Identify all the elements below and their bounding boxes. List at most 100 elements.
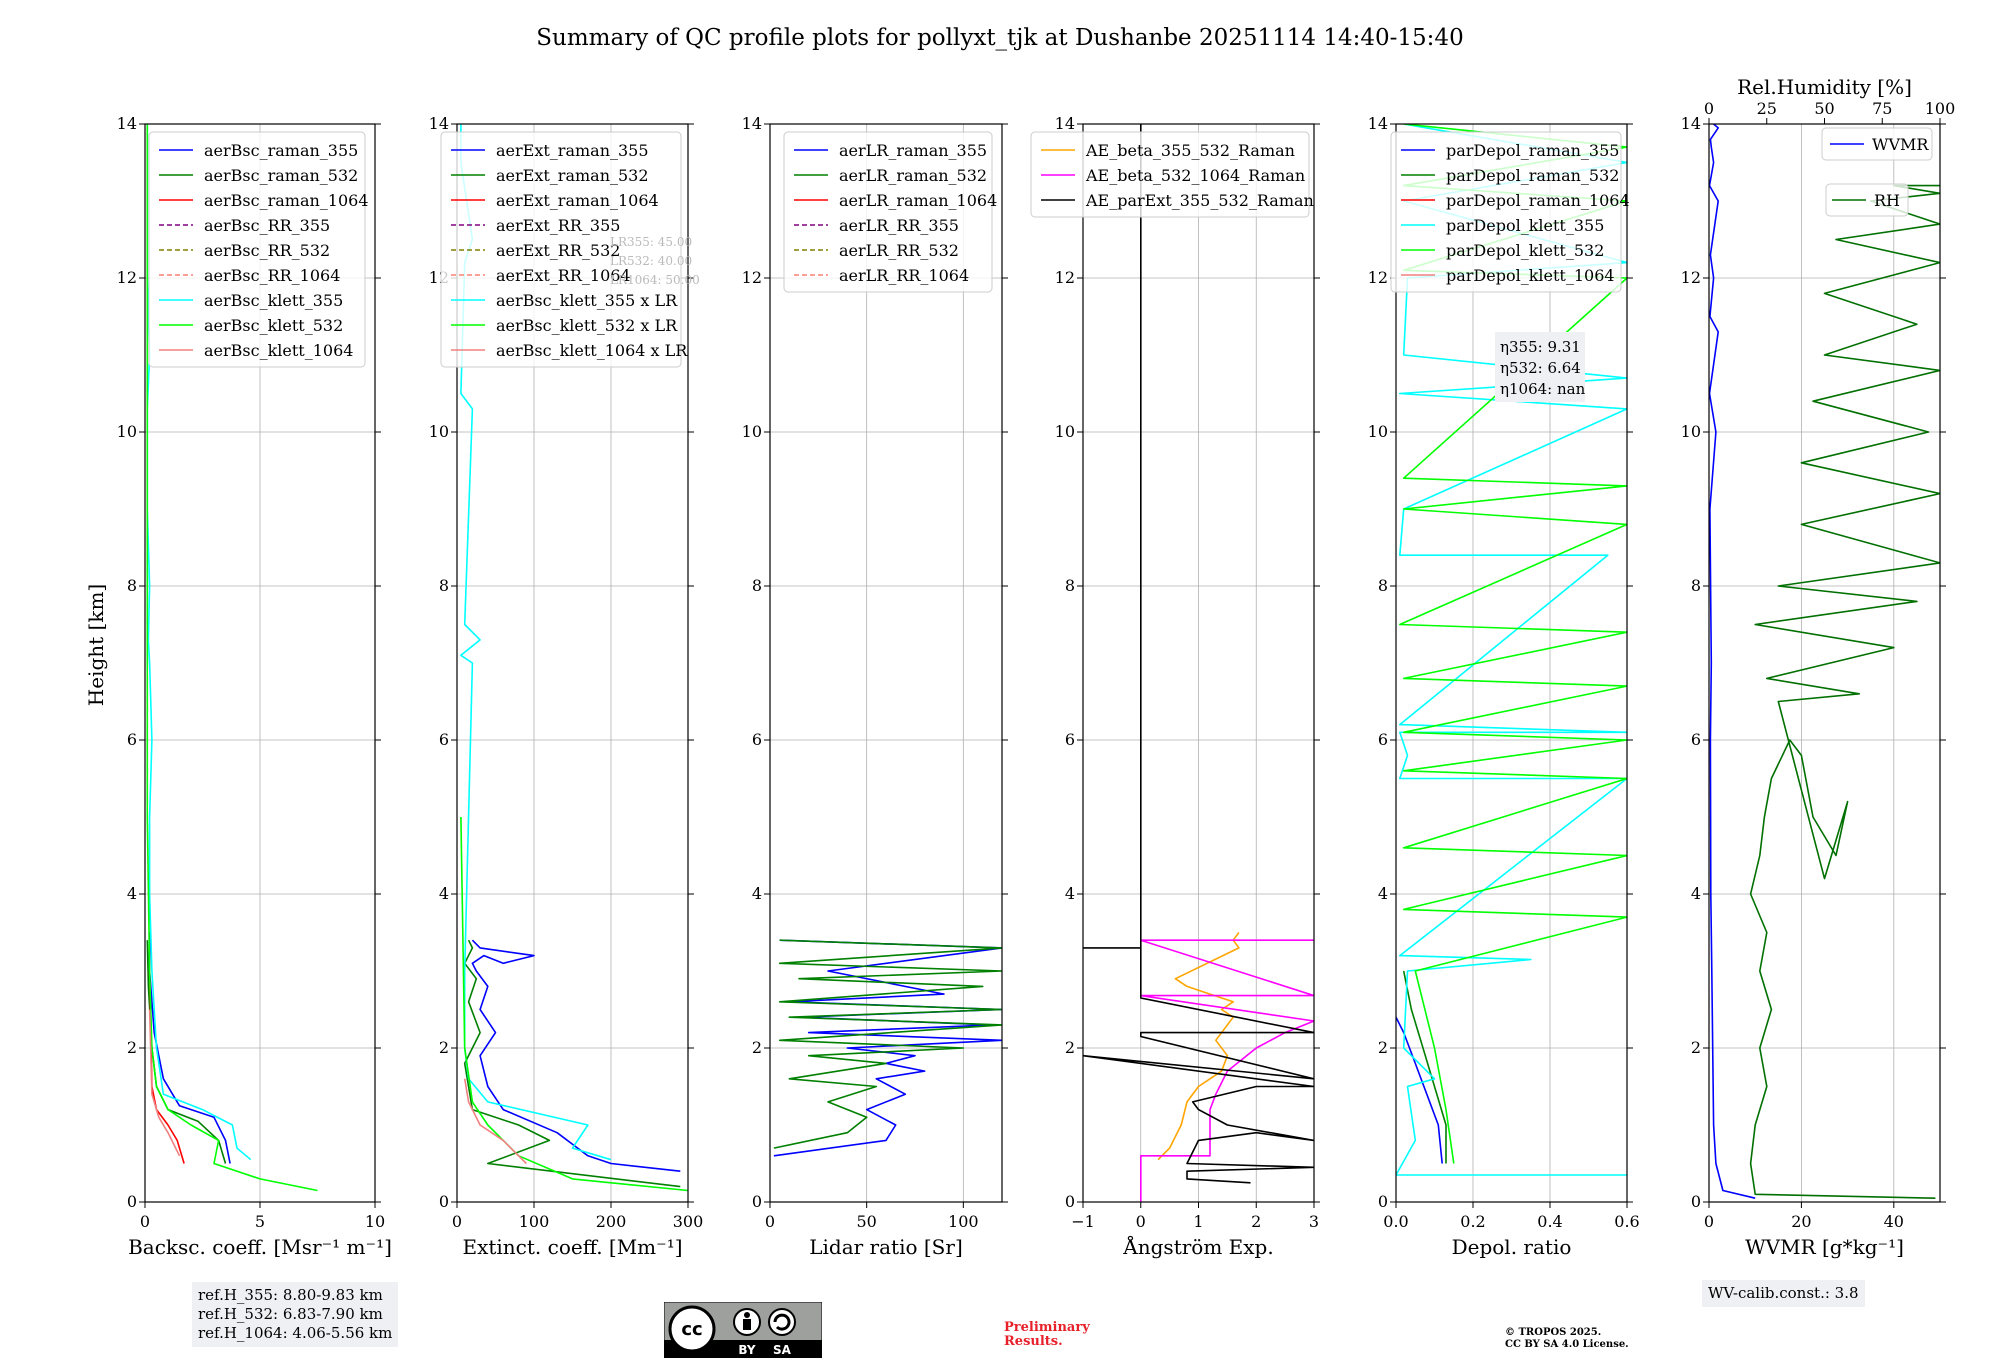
- x-tick-label: 0: [1704, 1212, 1714, 1231]
- axes-frame: [1395, 123, 1628, 1203]
- top-x-tick-label: 100: [1925, 99, 1956, 118]
- y-tick-label: 14: [429, 114, 449, 133]
- y-tick-label: 8: [1691, 576, 1701, 595]
- x-tick-label: 300: [673, 1212, 704, 1231]
- y-tick-label: 6: [752, 730, 762, 749]
- legend-box: [1825, 183, 1909, 217]
- series-line-aerBsc_klett_532 x LR: [460, 816, 688, 1192]
- y-tick-label: 14: [1055, 114, 1075, 133]
- legend-label: aerBsc_RR_355: [204, 216, 330, 235]
- y-tick-label: 10: [117, 422, 137, 441]
- x-tick-label: −1: [1071, 1212, 1095, 1231]
- cc-license-badge: cc BY SA: [664, 1302, 822, 1358]
- series-line-aerExt_raman_355: [471, 939, 681, 1172]
- y-tick-label: 10: [742, 422, 762, 441]
- y-tick-label: 2: [1065, 1038, 1075, 1057]
- y-tick-label: 8: [752, 576, 762, 595]
- cc-icon: [668, 1305, 716, 1353]
- y-tick-label: 2: [1378, 1038, 1388, 1057]
- sa-icon: [768, 1308, 796, 1336]
- svg-text:SA: SA: [773, 1343, 792, 1357]
- y-tick-label: 6: [1378, 730, 1388, 749]
- ref-height-532: ref.H_532: 6.83-7.90 km: [198, 1305, 383, 1323]
- y-tick-label: 2: [439, 1038, 449, 1057]
- y-tick-label: 14: [742, 114, 762, 133]
- y-tick-label: 14: [117, 114, 137, 133]
- panel-lr: 0 2 4 6 8 10 12 14 0 50 100 Lidar ratio [Sr]: [742, 114, 1008, 1259]
- series-line-parDepol_raman_355: [1396, 1016, 1443, 1164]
- legend-label: parDepol_raman_355: [1446, 141, 1619, 160]
- series-group: [146, 124, 318, 1192]
- eta-annotation-line: η532: 6.64: [1500, 359, 1581, 377]
- series-line-aerBsc_klett_1064 x LR: [463, 1078, 527, 1165]
- legend-box: [1390, 131, 1622, 293]
- y-tick-label: 8: [127, 576, 137, 595]
- legend-box: [440, 131, 682, 368]
- lr-annotation-line: LR355: 45.00: [610, 235, 692, 249]
- x-tick-label: 0.2: [1460, 1212, 1485, 1231]
- lr-annotation-line: LR532: 40.00: [610, 254, 692, 268]
- y-tick-label: 12: [1368, 268, 1388, 287]
- x-tick-label: 40: [1884, 1212, 1904, 1231]
- eta-annotation-line: η1064: nan: [1500, 380, 1586, 398]
- legend-label: parDepol_klett_355: [1446, 216, 1604, 235]
- series-line-aerBsc_raman_532: [146, 940, 227, 1164]
- series-line-aerBsc_klett_532: [146, 124, 318, 1192]
- x-tick-label: 0: [765, 1212, 775, 1231]
- legend-label: aerBsc_raman_532: [204, 166, 358, 185]
- legend-label: aerBsc_klett_355: [204, 291, 343, 310]
- svg-text:BY: BY: [738, 1343, 755, 1357]
- legend-label: parDepol_raman_532: [1446, 166, 1619, 185]
- legend-label: aerBsc_raman_355: [204, 141, 358, 160]
- y-tick-label: 12: [742, 268, 762, 287]
- eta-annotation: η355: 9.31 η532: 6.64 η1064: nan: [1495, 332, 1586, 402]
- legend-box: [148, 131, 366, 368]
- legend-label: aerBsc_klett_1064: [204, 341, 353, 360]
- legend-label: aerExt_raman_532: [496, 166, 649, 185]
- ref-height-1064: ref.H_1064: 4.06-5.56 km: [198, 1324, 393, 1342]
- x-tick-label: 50: [856, 1212, 876, 1231]
- svg-text:cc: cc: [681, 1319, 702, 1340]
- legend-ae: AE_beta_355_532_Raman AE_beta_532_1064_Ra…: [1030, 131, 1314, 218]
- x-tick-label: 5: [255, 1212, 265, 1231]
- legend-ext: aerExt_raman_355 aerExt_raman_532 aerExt_r…: [440, 131, 688, 368]
- ref-height-355: ref.H_355: 8.80-9.83 km: [198, 1286, 383, 1304]
- y-tick-label: 4: [752, 884, 762, 903]
- y-tick-label: 2: [127, 1038, 137, 1057]
- y-tick-label: 0: [1378, 1192, 1388, 1211]
- series-line-RH: [1749, 184, 1940, 1199]
- legend-label: aerLR_RR_1064: [839, 266, 969, 285]
- x-tick-label: 0: [140, 1212, 150, 1231]
- series-line-AE_beta_532_1064_Raman: [1140, 939, 1314, 1202]
- series-line-aerExt_raman_532: [463, 939, 681, 1188]
- top-x-tick-label: 25: [1757, 99, 1777, 118]
- y-tick-label: 0: [1691, 1192, 1701, 1211]
- panel-depol: 0 2 4 6 8 10 12 14 0.0 0.2 0.4 0.6 Depol. ratio: [1368, 114, 1640, 1259]
- x-tick-label: 0: [452, 1212, 462, 1231]
- y-tick-label: 12: [117, 268, 137, 287]
- y-tick-label: 6: [1065, 730, 1075, 749]
- legend-label: aerLR_raman_1064: [839, 191, 997, 210]
- legend-box: [1030, 131, 1310, 218]
- legend-label: WVMR: [1872, 135, 1929, 154]
- lr-annotation-line: LR1064: 50.00: [610, 273, 700, 287]
- y-tick-label: 4: [439, 884, 449, 903]
- copyright-line-1: © TROPOS 2025.: [1505, 1327, 1602, 1338]
- legend-label: aerBsc_RR_1064: [204, 266, 340, 285]
- y-tick-label: 12: [1055, 268, 1075, 287]
- legend-label: aerExt_RR_355: [496, 216, 620, 235]
- legend-wvmr: WVMR: [1821, 127, 1933, 161]
- legend-label: AE_beta_532_1064_Raman: [1085, 166, 1305, 185]
- x-tick-label: 1: [1193, 1212, 1203, 1231]
- y-tick-label: 4: [127, 884, 137, 903]
- eta-annotation-line: η355: 9.31: [1500, 338, 1581, 356]
- x-axis-label-wv: WVMR [g*kg⁻¹]: [1745, 1235, 1904, 1259]
- legend-label: aerExt_RR_1064: [496, 266, 631, 285]
- panel-bsc: 0 2 4 6 8 10 12 14 0 5 10 Backsc. coeff. [Msr⁻¹ m⁻¹…: [117, 114, 392, 1259]
- series-group: [1709, 124, 1940, 1199]
- x-axis-label-lr: Lidar ratio [Sr]: [809, 1235, 963, 1259]
- y-tick-label: 10: [1681, 422, 1701, 441]
- x-tick-label: 0.4: [1537, 1212, 1562, 1231]
- legend-bsc: aerBsc_raman_355 aerBsc_raman_532 aerBsc_r…: [148, 131, 369, 368]
